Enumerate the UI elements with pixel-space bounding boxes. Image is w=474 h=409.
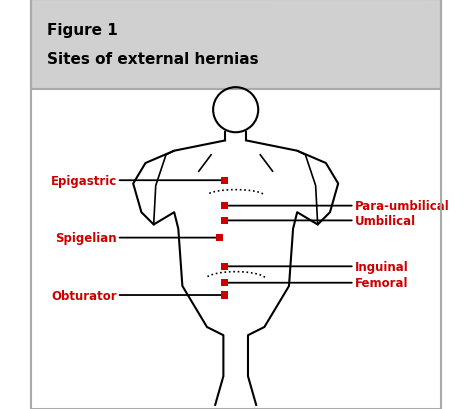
Bar (31, 90, 441, 409)
Text: Obturator: Obturator (51, 289, 117, 302)
Text: Umbilical: Umbilical (355, 214, 416, 227)
Bar (220, 217, 228, 225)
Bar (216, 234, 223, 242)
Text: Spigelian: Spigelian (55, 231, 117, 245)
Bar (220, 292, 228, 299)
Text: Femoral: Femoral (355, 276, 408, 290)
Bar (220, 177, 228, 184)
Text: Inguinal: Inguinal (355, 260, 408, 273)
Bar (31, 0, 441, 90)
Text: Epigastric: Epigastric (51, 174, 117, 187)
FancyBboxPatch shape (256, 0, 437, 86)
Text: Sites of external hernias: Sites of external hernias (47, 52, 259, 66)
Text: Figure 1: Figure 1 (47, 23, 118, 38)
Text: Para-umbilical: Para-umbilical (355, 200, 449, 213)
Bar (220, 202, 228, 210)
Bar (220, 263, 228, 270)
Bar (220, 279, 228, 287)
